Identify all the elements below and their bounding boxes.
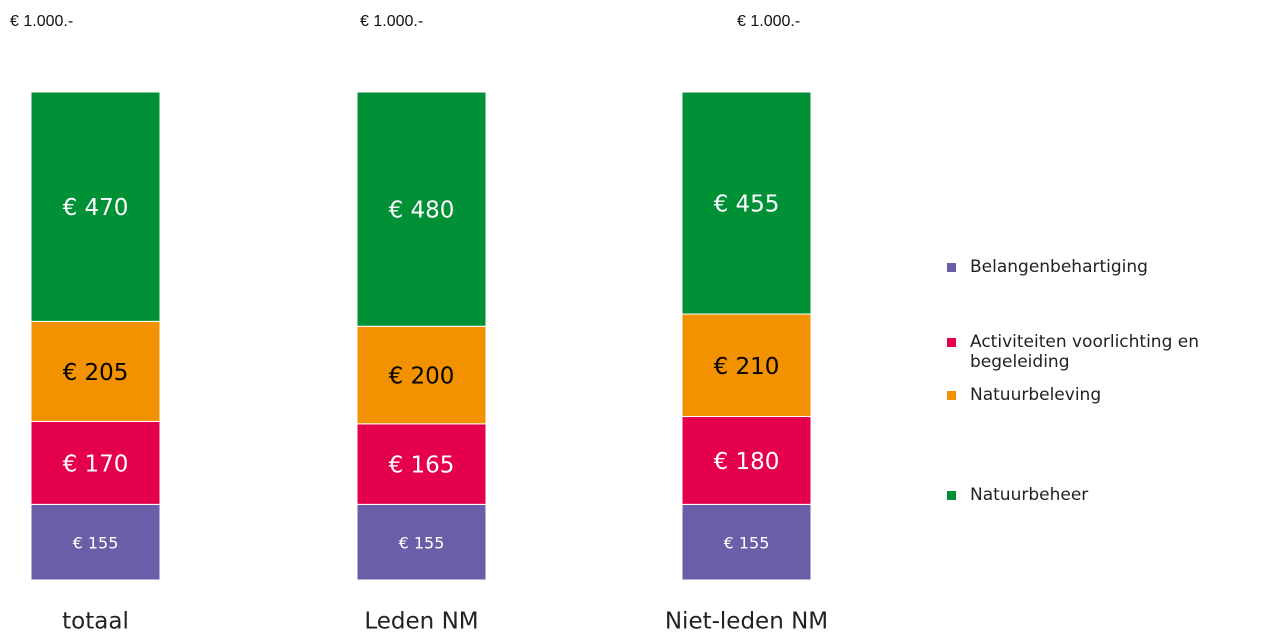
legend-item: Belangenbehartiging (947, 257, 1277, 277)
legend-swatch (947, 338, 956, 347)
legend-label: Natuurbeheer (970, 485, 1089, 505)
legend-label: Belangenbehartiging (970, 257, 1148, 277)
total-label: € 1.000.- (737, 13, 800, 30)
legend-item: Natuurbeheer (947, 485, 1277, 505)
value-label: € 480 (389, 198, 455, 224)
legend-item: Natuurbeleving (947, 385, 1277, 405)
legend-swatch (947, 263, 956, 272)
value-label: € 210 (714, 354, 780, 380)
bar-segment (681, 313, 812, 418)
bar-segment (356, 503, 487, 581)
legend-item: Activiteiten voorlichting en begeleiding (947, 332, 1277, 372)
value-label: € 455 (714, 192, 780, 218)
legend-label: Natuurbeleving (970, 385, 1102, 405)
total-label: € 1.000.- (360, 13, 423, 30)
value-label: € 205 (63, 360, 129, 386)
bar-segment (356, 423, 487, 505)
value-label: € 155 (724, 534, 770, 553)
bar-segment (681, 503, 812, 581)
bar-segment (30, 91, 161, 322)
value-label: € 470 (63, 195, 129, 221)
value-label: € 155 (73, 534, 119, 553)
total-label: € 1.000.- (10, 13, 73, 30)
value-label: € 200 (389, 364, 455, 390)
value-label: € 180 (714, 449, 780, 475)
bar-segment (30, 503, 161, 581)
legend-label: Activiteiten voorlichting en begeleiding (970, 332, 1200, 372)
legend-swatch (947, 391, 956, 400)
value-label: € 155 (399, 534, 445, 553)
legend-swatch (947, 491, 956, 500)
bar-segment (30, 420, 161, 505)
bar-segment (681, 91, 812, 315)
value-label: € 165 (389, 453, 455, 479)
x-tick-label: Niet-leden NM (665, 609, 828, 635)
bar-segment (356, 325, 487, 425)
x-tick-label: Leden NM (364, 609, 478, 635)
bar-segment (356, 91, 487, 327)
bar-segment (681, 416, 812, 505)
x-tick-label: totaal (62, 609, 129, 635)
value-label: € 170 (63, 451, 129, 477)
